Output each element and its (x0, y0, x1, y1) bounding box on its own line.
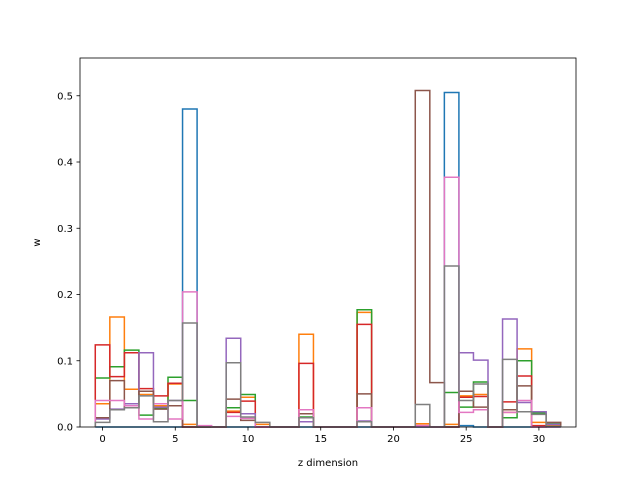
y-tick-label: 0.2 (57, 290, 73, 301)
x-tick-label: 0 (99, 434, 105, 445)
x-tick-label: 5 (172, 434, 178, 445)
y-tick-label: 0.3 (57, 224, 73, 235)
y-tick-label: 0.0 (57, 423, 73, 434)
y-axis-ticks: 0.0 0.1 0.2 0.3 0.4 0.5 (57, 91, 80, 434)
y-tick-label: 0.5 (57, 91, 73, 102)
axes-frame (79, 57, 577, 428)
y-tick-label: 0.4 (57, 158, 73, 169)
x-tick-label: 20 (387, 434, 400, 445)
y-axis-label: w (32, 238, 43, 246)
x-tick-label: 30 (533, 434, 546, 445)
x-tick-label: 10 (242, 434, 255, 445)
x-axis-ticks: 0 5 10 15 20 25 30 (99, 427, 545, 445)
x-axis-label: z dimension (298, 458, 358, 469)
x-tick-label: 25 (460, 434, 473, 445)
y-tick-label: 0.1 (57, 356, 73, 367)
x-tick-label: 15 (314, 434, 327, 445)
